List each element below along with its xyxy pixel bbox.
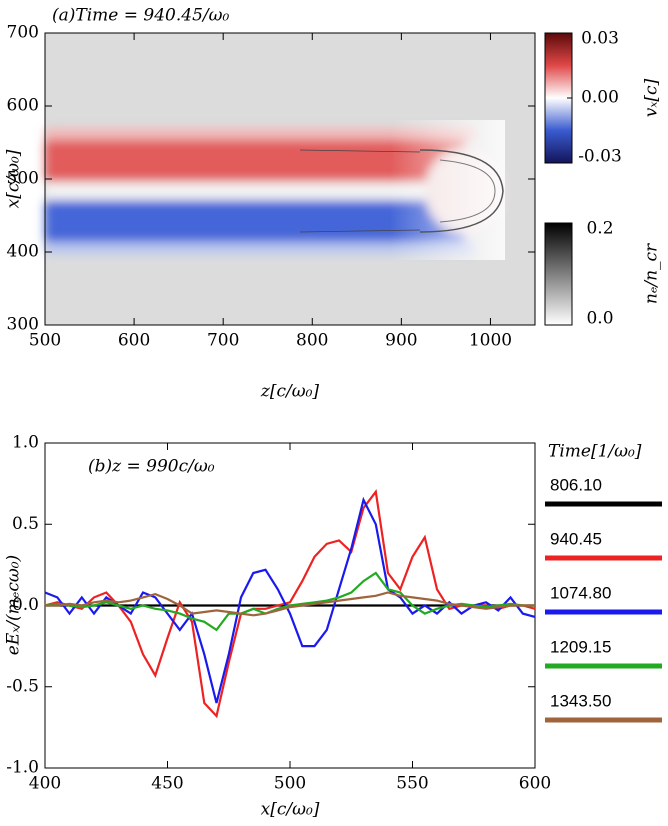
annotation: (b)z = 990c/ω₀ <box>88 457 215 477</box>
colorbar-label: vₓ[c] <box>642 78 662 117</box>
y-tick-label: -0.5 <box>6 676 39 696</box>
y-tick-label: -1.0 <box>6 758 39 778</box>
y-tick-label: 400 <box>7 242 39 262</box>
colorbar <box>544 222 573 326</box>
x-tick-label: 450 <box>151 774 183 794</box>
x-tick-label: 900 <box>385 331 417 351</box>
x-axis-label: z[c/ω₀] <box>260 382 320 402</box>
x-tick-label: 600 <box>519 774 551 794</box>
x-tick-label: 400 <box>29 774 61 794</box>
x-tick-label: 550 <box>396 774 428 794</box>
legend-label: 806.10 <box>550 475 602 494</box>
legend-label: 1074.80 <box>550 583 611 602</box>
panel-title: (a)Time = 940.45/ω₀ <box>52 6 229 26</box>
y-tick-label: 0.0 <box>12 595 39 615</box>
colorbar-label: nₑ/n_cr <box>642 243 662 304</box>
legend-title: Time[1/ω₀] <box>548 442 642 462</box>
y-tick-label: 600 <box>7 96 39 116</box>
y-tick-label: 0.5 <box>12 514 39 534</box>
colorbar-tick-label: 0.03 <box>581 29 619 49</box>
x-tick-label: 700 <box>207 331 239 351</box>
heatmap-image <box>45 33 535 325</box>
line-series <box>45 591 535 617</box>
colorbar-tick-label: 0.0 <box>586 309 613 329</box>
legend-label: 1343.50 <box>550 691 611 710</box>
y-axis-label: x[c/ω₀] <box>4 149 24 208</box>
colorbar-tick-label: 0.00 <box>581 88 619 108</box>
y-tick-label: 300 <box>7 315 39 335</box>
y-tick-label: 700 <box>7 23 39 43</box>
x-tick-label: 600 <box>118 331 150 351</box>
line-series <box>44 489 536 719</box>
legend-label: 940.45 <box>550 529 602 548</box>
colorbar-tick-label: -0.03 <box>578 147 622 167</box>
x-tick-label: 800 <box>296 331 328 351</box>
legend-label: 1209.15 <box>550 637 611 656</box>
x-tick-label: 500 <box>29 331 61 351</box>
x-tick-label: 500 <box>274 774 306 794</box>
y-tick-label: 500 <box>7 169 39 189</box>
y-tick-label: 1.0 <box>12 433 39 453</box>
x-tick-label: 1000 <box>469 331 512 351</box>
y-axis-label: eEₓ/(mₑcω₀) <box>4 555 24 655</box>
colorbar-tick-label: 0.2 <box>586 219 613 239</box>
x-axis-label: x[c/ω₀] <box>261 800 320 820</box>
